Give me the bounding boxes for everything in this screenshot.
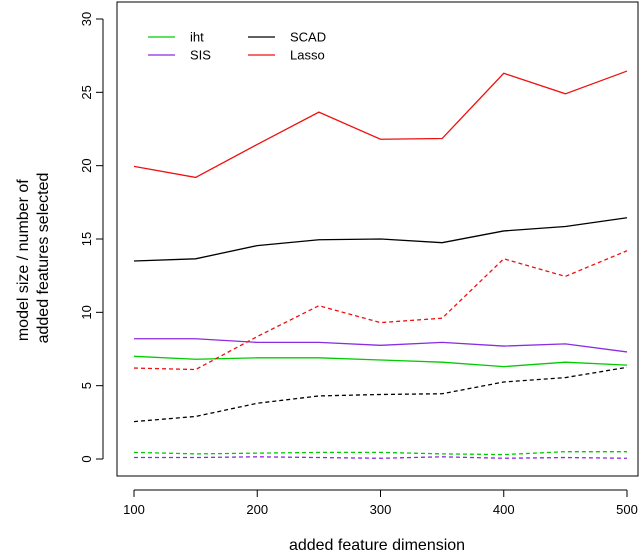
series-line-sis bbox=[134, 338, 628, 353]
y-axis-title-line-1: model size / number of bbox=[15, 179, 32, 341]
legend-label: SCAD bbox=[290, 30, 326, 45]
y-tick-label: 5 bbox=[79, 382, 94, 389]
x-tick-label: 500 bbox=[616, 502, 638, 517]
y-tick-label: 0 bbox=[79, 455, 94, 462]
y-axis-title-line-2: added features selected bbox=[35, 173, 52, 344]
y-tick-label: 10 bbox=[79, 305, 94, 319]
y-tick-label: 20 bbox=[79, 158, 94, 172]
legend: iht SIS SCAD Lasso bbox=[148, 30, 326, 63]
series-line-lasso bbox=[133, 70, 628, 179]
x-axis-title: added feature dimension bbox=[289, 537, 465, 554]
series-line-dashed-7 bbox=[133, 250, 628, 371]
legend-label: Lasso bbox=[290, 48, 325, 63]
x-tick-label: 400 bbox=[493, 502, 515, 517]
series-line-dashed-6 bbox=[133, 366, 628, 423]
x-tick-label: 100 bbox=[123, 502, 145, 517]
series-layer bbox=[133, 70, 628, 459]
x-tick-label: 200 bbox=[246, 502, 268, 517]
series-line-scad bbox=[133, 217, 628, 262]
plot-frame bbox=[116, 1, 639, 477]
y-tick-label: 30 bbox=[79, 12, 94, 26]
legend-label: SIS bbox=[190, 48, 211, 63]
y-axis-title: model size / number of added features se… bbox=[15, 173, 52, 344]
series-line-dashed-4 bbox=[133, 451, 627, 456]
y-tick-label: 15 bbox=[79, 232, 94, 246]
x-axis: 100 200 300 400 500 bbox=[123, 489, 638, 517]
y-tick-label: 25 bbox=[79, 85, 94, 99]
x-tick-label: 300 bbox=[370, 502, 392, 517]
series-line-iht bbox=[133, 355, 628, 368]
series-line-dashed-5 bbox=[134, 456, 628, 459]
legend-label: iht bbox=[190, 30, 204, 45]
y-axis: 0 5 10 15 20 25 30 bbox=[79, 12, 104, 463]
